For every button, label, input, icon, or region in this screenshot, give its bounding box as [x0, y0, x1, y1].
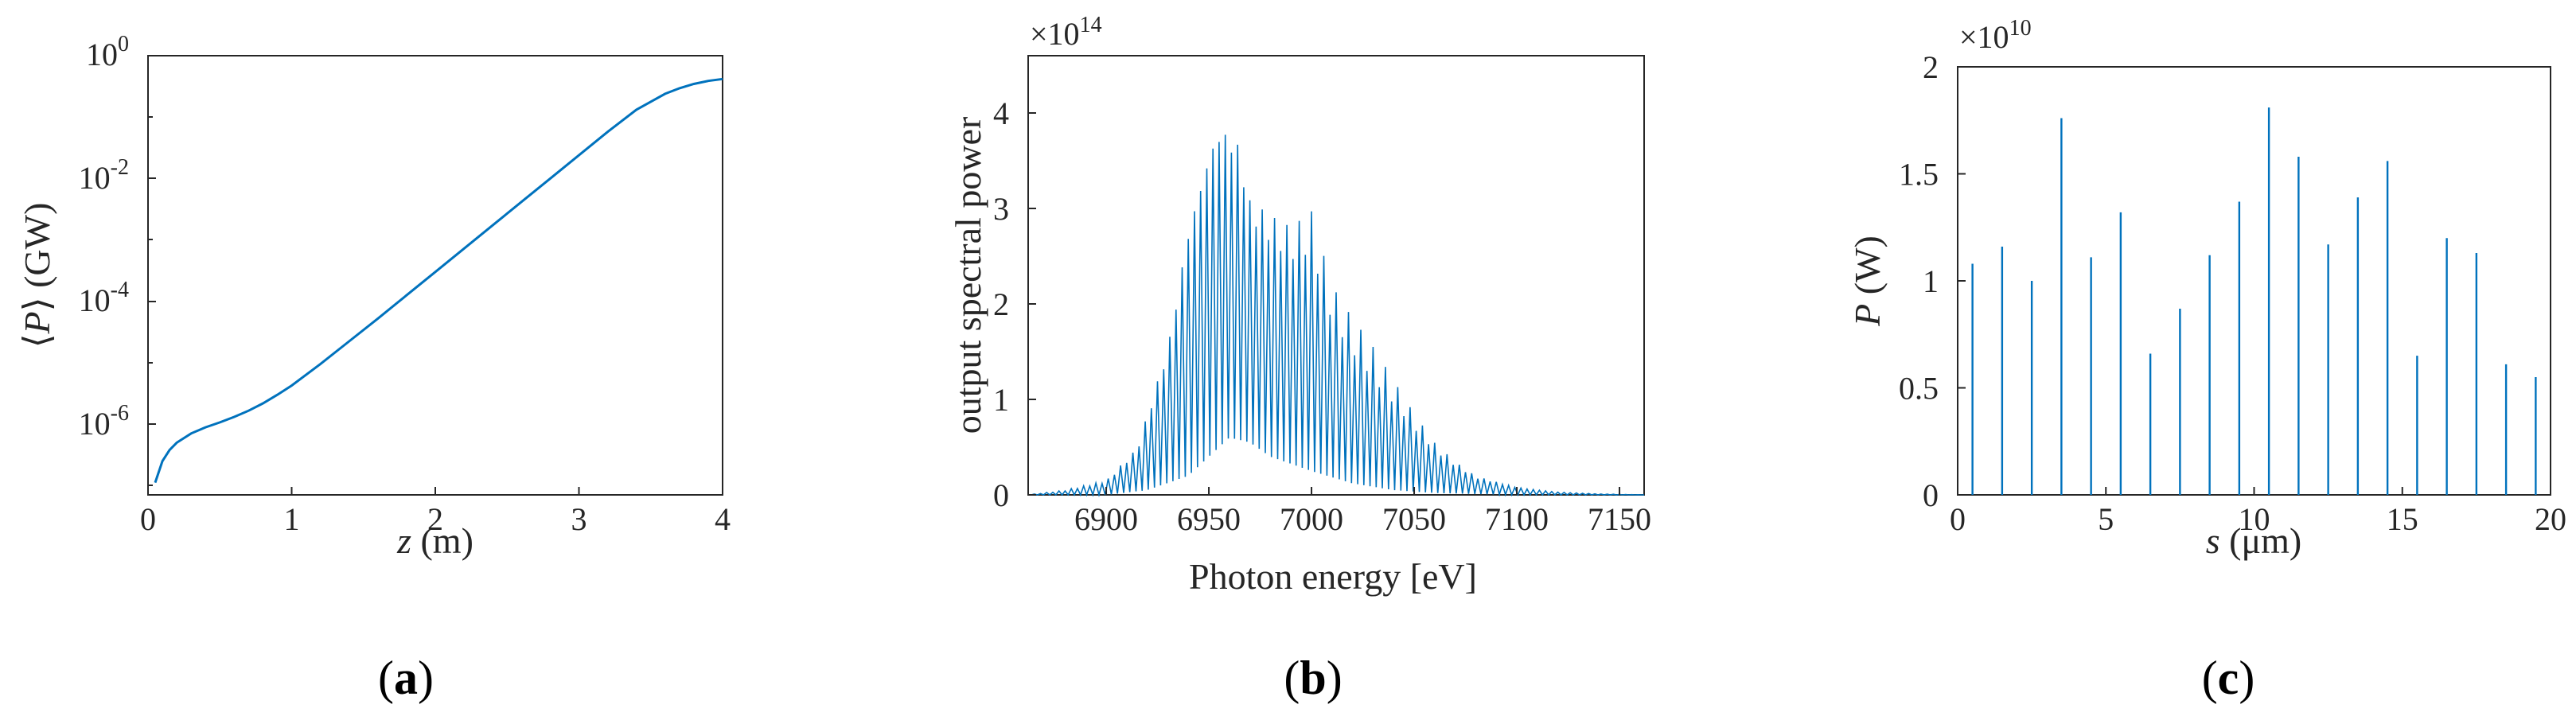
- panel-a-xlabel: z (m): [396, 520, 474, 561]
- panel-b-xtick-label-0: 6900: [1074, 501, 1138, 537]
- panel-b-ytick-label-2: 2: [993, 286, 1009, 322]
- panel-b-ytick-label-1: 1: [993, 382, 1009, 418]
- panel-a-xtick-label-3: 3: [571, 501, 587, 537]
- panel-c-axes-box: [1957, 66, 2551, 496]
- panel-b-axes-box: [1027, 55, 1645, 496]
- panel-b-xtick-label-1: 6950: [1177, 501, 1241, 537]
- panel-c-x-ticks: 0 5 10 15 20: [1950, 487, 2566, 537]
- panel-b-ytick-label-3: 3: [993, 191, 1009, 227]
- panel-b-spectrum-line: [1028, 134, 1644, 498]
- panel-b-x-ticks: 6900 6950 7000 7050 7100 7150: [1074, 487, 1651, 537]
- panel-c-xlabel: s (μm): [2206, 520, 2302, 561]
- panel-b-xtick-label-3: 7050: [1382, 501, 1446, 537]
- panel-a-x-ticks: 0 1 2 3 4: [140, 487, 731, 537]
- panel-b-xtick-label-4: 7100: [1485, 501, 1549, 537]
- panel-c-ytick-label-4: 2: [1923, 49, 1939, 85]
- panel-a-ytick-label-2: 10-4: [79, 278, 129, 318]
- panel-c-y-ticks: 0 0.5 1 1.5 2: [1899, 49, 1966, 513]
- panel-c-ytick-label-3: 1.5: [1899, 157, 1939, 193]
- panel-b-xlabel: Photon energy [eV]: [1189, 556, 1477, 597]
- panel-a-xtick-label-0: 0: [140, 501, 156, 537]
- panel-a-axes-box: [147, 55, 723, 496]
- panel-a-ytick-label-1: 10-2: [79, 155, 129, 196]
- panel-a-xtick-label-1: 1: [284, 501, 300, 537]
- panel-b-ytick-label-4: 4: [993, 95, 1009, 131]
- panel-b-multiplier: ×1014: [1030, 13, 1102, 52]
- panel-b-ylabel: output spectral power: [948, 117, 988, 434]
- panel-b-xtick-label-5: 7150: [1588, 501, 1651, 537]
- panel-a-ytick-label-3: 10-6: [79, 401, 129, 442]
- panel-a-caption: (a): [378, 652, 434, 704]
- panel-b: 6900 6950 7000 7050 7100 7150 0 1 2 3 4 ×1014 Pho…: [948, 13, 1651, 704]
- panel-c-xtick-label-4: 20: [2535, 501, 2566, 537]
- panel-c-ylabel: P (W): [1847, 235, 1888, 327]
- panel-c-xtick-label-2: 10: [2239, 501, 2270, 537]
- panel-c-xtick-label-1: 5: [2098, 501, 2114, 537]
- panel-a-xtick-label-4: 4: [715, 501, 731, 537]
- panel-c-xtick-label-3: 15: [2387, 501, 2418, 537]
- panel-c-multiplier: ×1010: [1959, 16, 2032, 55]
- panel-a-y-ticks: 100 10-2 10-4 10-6: [79, 32, 156, 486]
- panel-c-ytick-label-2: 1: [1923, 263, 1939, 299]
- panel-c-ytick-label-1: 0.5: [1899, 371, 1939, 407]
- panel-c-xtick-label-0: 0: [1950, 501, 1966, 537]
- panel-a-ytick-label-0: 100: [86, 32, 129, 72]
- panel-b-caption: (b): [1284, 652, 1342, 704]
- panel-c-ytick-label-0: 0: [1923, 477, 1939, 513]
- panel-a-series-line: [154, 77, 723, 484]
- panel-b-y-ticks: 0 1 2 3 4: [993, 95, 1036, 513]
- panel-c-caption: (c): [2202, 652, 2255, 704]
- panel-c-spikes: [1971, 107, 2537, 495]
- panel-b-ytick-label-0: 0: [993, 477, 1009, 513]
- panel-b-xtick-label-2: 7000: [1280, 501, 1343, 537]
- panel-a-xtick-label-2: 2: [427, 501, 443, 537]
- panel-c: 0 5 10 15 20 0 0.5 1 1.5 2 ×1010 s (μm) P (W) (c…: [1847, 16, 2566, 704]
- panel-a-ylabel: ⟨P⟩ (GW): [17, 203, 57, 348]
